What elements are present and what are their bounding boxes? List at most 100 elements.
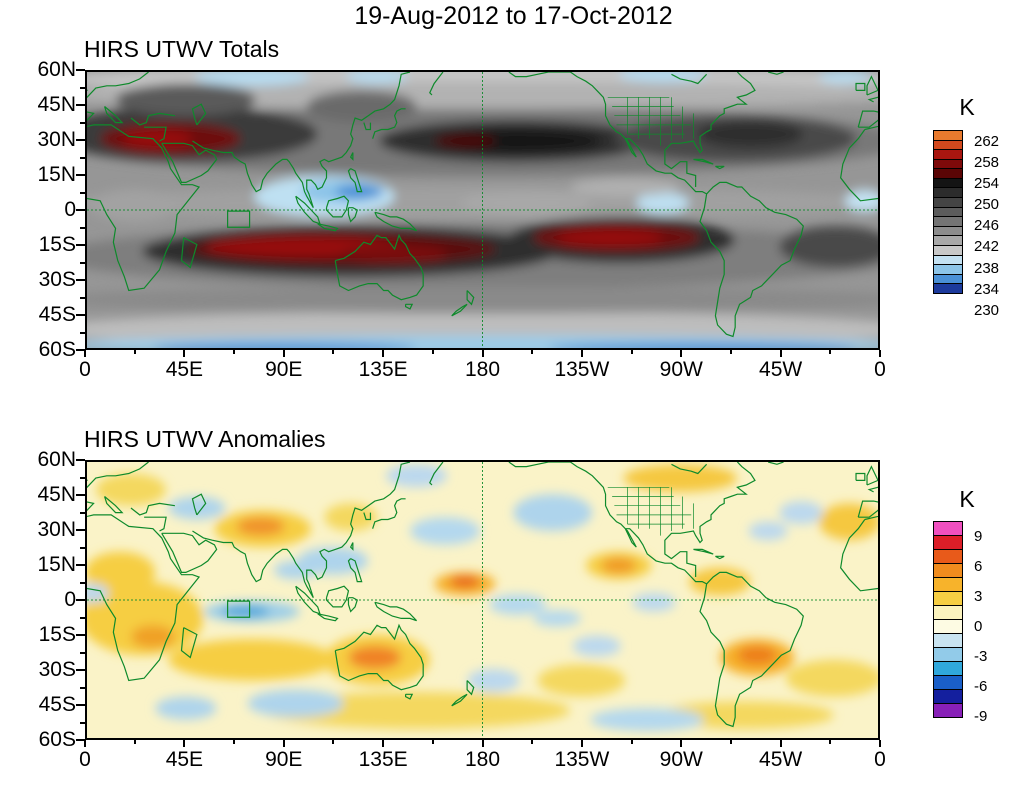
colorbar-tick-label: 262 (974, 132, 1000, 150)
lon-tick-label: 180 (464, 358, 501, 381)
lon-axis-minor-tick (729, 740, 732, 744)
lat-tick-label: 0 (64, 198, 76, 221)
lon-axis-minor-tick (233, 740, 236, 744)
lat-tick-label: 0 (64, 588, 76, 611)
lat-tick-label: 45S (38, 693, 76, 716)
colorbar-tick-label: 3 (974, 588, 983, 605)
lat-tick-label: 60S (38, 728, 76, 751)
lon-tick-label: 45E (165, 358, 204, 381)
colorbar-tick-label: 258 (974, 153, 1000, 171)
colorbar-tick-label: 230 (974, 302, 1000, 319)
lon-axis-minor-tick (729, 350, 732, 354)
lat-tick-label: 30S (38, 268, 76, 291)
main-title: 19-Aug-2012 to 17-Oct-2012 (354, 2, 673, 30)
lat-axis-tick (76, 104, 85, 106)
colorbar-tick-label: 250 (974, 196, 1000, 214)
lat-axis-minor-tick (80, 581, 85, 584)
lat-tick-label: 15S (38, 623, 76, 646)
lat-axis-tick (76, 494, 85, 496)
lon-tick-label: 90E (265, 358, 303, 381)
lat-tick-label: 45N (37, 483, 76, 506)
lat-axis-minor-tick (80, 331, 85, 334)
colorbar-segment (933, 675, 963, 690)
lat-axis-tick (76, 669, 85, 671)
lon-tick-label: 90W (659, 358, 703, 381)
lon-tick-label: 135W (554, 748, 610, 771)
lon-axis-minor-tick (431, 350, 434, 354)
lon-tick-label: 135E (358, 748, 408, 771)
colorbar-tick-label: 246 (974, 217, 1000, 235)
lon-axis-minor-tick (829, 740, 832, 744)
lat-axis-minor-tick (80, 191, 85, 194)
lon-axis-tick (580, 350, 583, 357)
colorbar-segment (933, 633, 963, 648)
lon-tick-label: 0 (874, 748, 886, 771)
anomalies-colorbar-unit: K (959, 486, 975, 512)
anomalies-panel-title: HIRS UTWV Anomalies (84, 426, 326, 452)
lat-axis-tick (76, 244, 85, 246)
lat-axis-tick (76, 139, 85, 141)
colorbar-segment (933, 535, 963, 550)
lon-tick-label: 180 (464, 748, 501, 771)
totals-colorbar (933, 130, 963, 294)
lon-tick-label: 135E (358, 358, 408, 381)
lat-axis-minor-tick (80, 86, 85, 89)
lat-axis-minor-tick (80, 721, 85, 724)
anomalies-colorbar (933, 521, 963, 718)
lat-tick-label: 15N (37, 553, 76, 576)
lat-axis-tick (76, 459, 85, 461)
lon-axis-minor-tick (133, 350, 136, 354)
lat-axis-tick (76, 279, 85, 281)
lat-axis-minor-tick (80, 476, 85, 479)
lon-axis-minor-tick (829, 350, 832, 354)
lon-axis-tick (481, 740, 484, 747)
lon-axis-tick (879, 740, 881, 747)
lat-axis-minor-tick (80, 651, 85, 654)
lon-axis-tick (282, 740, 285, 747)
lat-axis-minor-tick (80, 546, 85, 549)
lat-axis-minor-tick (80, 616, 85, 619)
colorbar-segment (933, 661, 963, 676)
colorbar-tick-label: 0 (974, 618, 983, 635)
totals-panel-title: HIRS UTWV Totals (84, 36, 280, 62)
lat-axis-tick (76, 704, 85, 706)
lat-tick-label: 45N (37, 93, 76, 116)
totals-map-svg (87, 72, 878, 348)
lon-axis-tick (879, 350, 881, 357)
lon-tick-label: 90E (265, 748, 303, 771)
colorbar-segment (933, 619, 963, 634)
lat-axis-tick (76, 174, 85, 176)
lat-axis-tick (76, 69, 85, 71)
lat-tick-label: 45S (38, 303, 76, 326)
lat-axis-tick (76, 209, 85, 211)
lat-axis-tick (76, 599, 85, 601)
lat-tick-label: 30N (37, 128, 76, 151)
lat-tick-label: 60N (37, 58, 76, 81)
lon-axis-tick (382, 740, 385, 747)
lat-tick-label: 60S (38, 338, 76, 361)
colorbar-tick-label: -9 (974, 708, 988, 725)
colorbar-segment (933, 521, 963, 536)
lon-axis-tick (183, 350, 186, 357)
colorbar-segment (933, 591, 963, 606)
lat-axis-minor-tick (80, 226, 85, 229)
lon-axis-minor-tick (233, 350, 236, 354)
colorbar-tick-label: 9 (974, 528, 983, 545)
lat-axis-tick (76, 349, 85, 351)
lon-axis-tick (779, 740, 782, 747)
lon-axis-minor-tick (431, 740, 434, 744)
lat-axis-tick (76, 529, 85, 531)
lon-tick-label: 0 (79, 748, 91, 771)
lat-tick-label: 15N (37, 163, 76, 186)
colorbar-tick-label: 238 (974, 259, 1000, 277)
colorbar-segment (933, 605, 963, 620)
lat-axis-minor-tick (80, 261, 85, 264)
lat-axis-minor-tick (80, 296, 85, 299)
lon-axis-minor-tick (531, 740, 534, 744)
lon-axis-tick (680, 350, 683, 357)
totals-map-plot (85, 70, 880, 350)
lon-axis-tick (84, 350, 86, 357)
lat-axis-minor-tick (80, 686, 85, 689)
lon-axis-tick (382, 350, 385, 357)
lon-axis-minor-tick (332, 740, 335, 744)
